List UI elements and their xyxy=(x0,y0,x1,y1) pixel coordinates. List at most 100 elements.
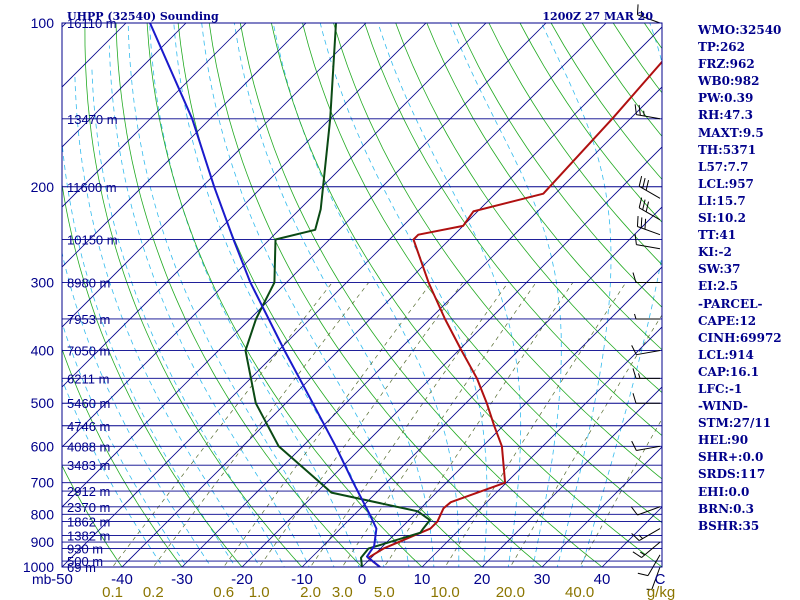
height-label: 5460 m xyxy=(67,396,110,411)
isotherm-line xyxy=(62,23,187,148)
wind-barb xyxy=(637,554,661,577)
dry-adiabat-line xyxy=(426,23,662,351)
stability-indices-panel: WMO:32540 TP:262 FRZ:962 WB0:982 PW:0.39 RH:4… xyxy=(698,22,798,535)
pressure-tick-label: 400 xyxy=(31,343,55,359)
moist-adiabat-line xyxy=(541,23,612,567)
wind-barb xyxy=(634,104,661,120)
stability-index-line: SI:10.2 xyxy=(698,211,746,226)
stability-index-line: WMO:32540 xyxy=(698,23,782,37)
stability-index-line: TH:5371 xyxy=(698,142,757,157)
wind-barb xyxy=(638,197,661,221)
stability-index-line: BSHR:35 xyxy=(698,518,760,533)
height-label: 2912 m xyxy=(67,484,110,499)
stability-index-line: LFC:-1 xyxy=(698,381,743,396)
x-axis-unit-label: C xyxy=(655,571,666,588)
temperature-tick-label: -20 xyxy=(231,571,253,588)
moist-adiabat-line xyxy=(377,23,522,567)
mixing-ratio-tick-label: 10.0 xyxy=(431,584,460,600)
isotherm-line xyxy=(241,146,662,567)
chart-timestamp: 1200Z 27 MAR 20 xyxy=(542,10,653,23)
height-label: 500 m xyxy=(67,554,103,569)
mixing-ratio-unit-label: g/kg xyxy=(647,584,675,600)
pressure-tick-label: 200 xyxy=(31,179,55,195)
pressure-tick-label: 100 xyxy=(31,15,55,31)
wind-barb xyxy=(646,566,661,591)
height-label: 3483 m xyxy=(67,458,110,473)
pressure-tick-label: 500 xyxy=(31,395,55,411)
isotherm-line xyxy=(121,26,662,567)
wind-barb xyxy=(631,345,661,356)
stability-index-line: SHR+:0.0 xyxy=(698,450,764,465)
stability-index-line: CAPE:12 xyxy=(698,313,757,328)
dry-adiabat-line xyxy=(488,23,662,266)
pressure-tick-label: 800 xyxy=(31,506,55,522)
isotherm-line xyxy=(62,23,367,328)
moist-adiabat-line xyxy=(108,45,310,567)
stability-index-line: CINH:69972 xyxy=(698,330,782,345)
dry-adiabat-line xyxy=(208,23,543,567)
wind-barb xyxy=(634,313,660,320)
moist-adiabat-line xyxy=(62,137,236,567)
pressure-tick-label: 600 xyxy=(31,438,55,454)
isotherm-line xyxy=(62,23,607,567)
stability-index-line: -WIND- xyxy=(698,399,748,414)
height-label: 7953 m xyxy=(67,312,110,327)
chart-title: UHPP (32540) Sounding xyxy=(67,10,219,23)
wind-barb xyxy=(632,393,660,404)
wind-barb xyxy=(630,506,661,516)
dry-adiabat-line xyxy=(364,23,662,437)
isotherm-line xyxy=(62,23,487,448)
temperature-tick-label: 0 xyxy=(358,571,366,588)
height-label: 10150 m xyxy=(67,232,118,247)
mixing-ratio-tick-label: 0.6 xyxy=(213,584,234,600)
isotherm-line xyxy=(62,23,547,508)
mixing-ratio-tick-label: 0.2 xyxy=(143,584,164,600)
stability-index-line: PW:0.39 xyxy=(698,91,754,106)
height-label: 7050 m xyxy=(67,344,110,359)
dry-adiabat-line xyxy=(62,464,123,567)
mixing-ratio-tick-label: 1.0 xyxy=(249,584,270,600)
moist-adiabat-line xyxy=(272,23,460,567)
mixing-ratio-tick-label: 5.0 xyxy=(374,584,395,600)
moist-adiabat-line xyxy=(62,321,188,567)
wind-barb-column xyxy=(630,4,661,591)
height-label: 1862 m xyxy=(67,515,110,530)
mixing-ratio-tick-label: 2.0 xyxy=(300,584,321,600)
dry-adiabat-line xyxy=(395,23,662,394)
dry-adiabat-line xyxy=(62,181,243,567)
mixing-ratio-tick-label: 3.0 xyxy=(332,584,353,600)
stability-index-line: MAXT:9.5 xyxy=(698,125,764,140)
pressure-tick-label: 300 xyxy=(31,275,55,291)
stability-index-line: EHI:0.0 xyxy=(698,484,750,499)
mixing-ratio-line xyxy=(258,282,464,567)
dry-adiabat-line xyxy=(457,23,662,308)
stability-index-line: L57:7.7 xyxy=(698,159,749,174)
height-label: 6211 m xyxy=(67,371,109,386)
plot-frame xyxy=(61,22,663,568)
temperature-tick-label: 40 xyxy=(594,571,611,588)
dry-adiabat-line xyxy=(271,23,662,567)
stability-index-line: BRN:0.3 xyxy=(698,501,754,516)
mixing-ratio-tick-label: 0.1 xyxy=(102,584,123,600)
wind-barb xyxy=(634,234,661,250)
mixing-ratio-line xyxy=(223,282,432,567)
moist-adiabat-line xyxy=(74,75,261,567)
y-axis-unit-label: mb xyxy=(32,571,52,587)
isotherm-line xyxy=(62,23,247,208)
stability-index-line: CAP:16.1 xyxy=(698,364,760,379)
stability-index-line: SW:37 xyxy=(698,262,741,277)
stability-index-line: -PARCEL- xyxy=(698,296,763,311)
pressure-tick-label: 700 xyxy=(31,475,55,491)
isotherm-line xyxy=(181,86,662,567)
dry-adiabat-line xyxy=(302,23,662,524)
sounding-traces xyxy=(149,23,662,567)
isotherm-line xyxy=(361,266,662,567)
pressure-tick-label: 900 xyxy=(31,534,55,550)
wind-barb xyxy=(632,272,660,284)
moist-adiabat-line xyxy=(62,251,212,567)
wind-barb xyxy=(631,528,661,542)
dry-adiabat-line xyxy=(239,23,603,567)
moist-adiabat-line xyxy=(127,23,335,567)
